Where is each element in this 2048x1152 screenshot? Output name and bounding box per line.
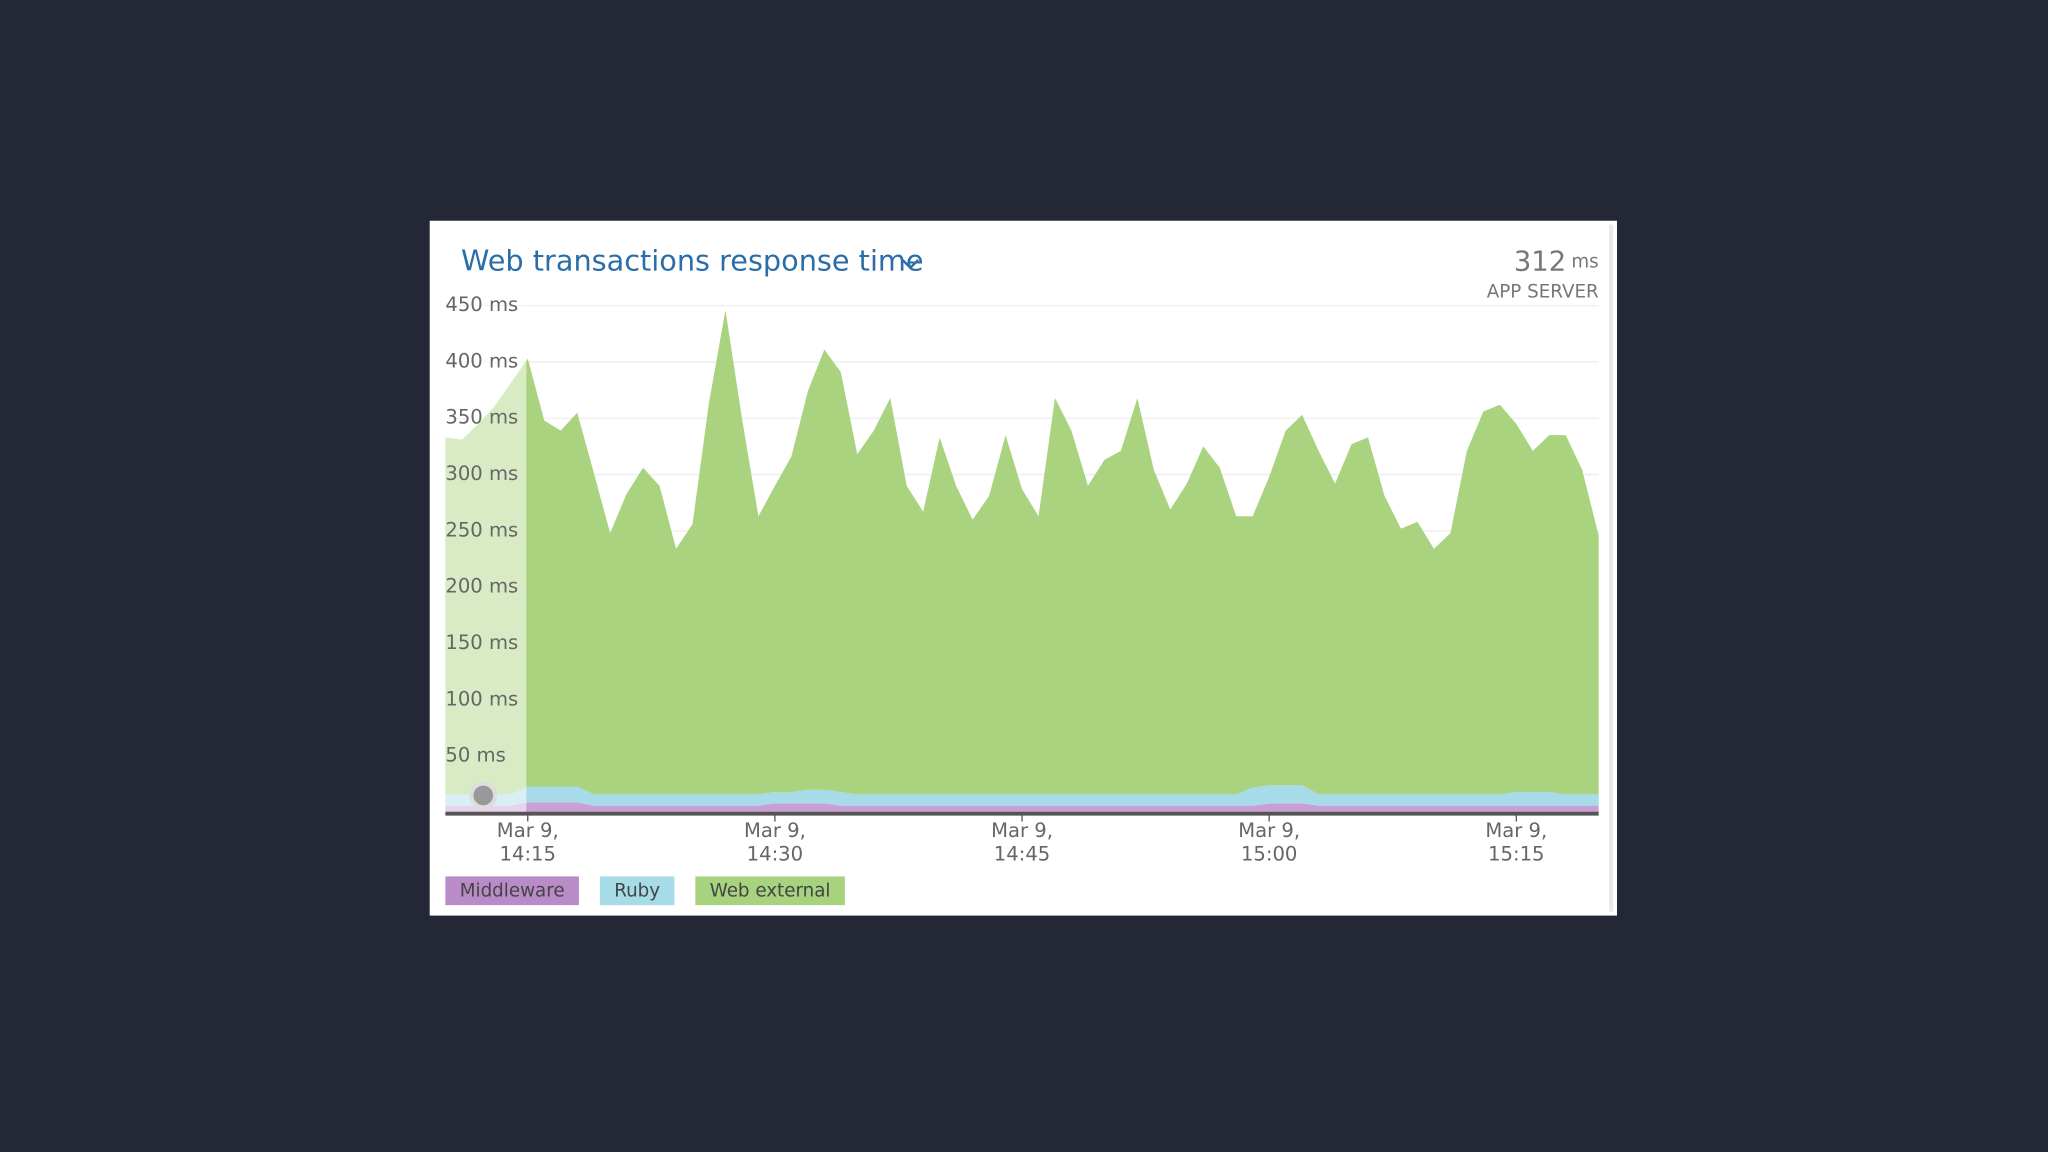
y-tick-label: 450 ms bbox=[445, 293, 518, 316]
y-tick-label: 150 ms bbox=[445, 631, 518, 654]
summary-unit: ms bbox=[1571, 252, 1598, 273]
y-tick-label: 400 ms bbox=[445, 349, 518, 372]
card-edge bbox=[1609, 224, 1614, 912]
y-tick-label: 100 ms bbox=[445, 687, 518, 710]
summary-value: 312 bbox=[1514, 246, 1566, 277]
axis: 50 ms 100 ms 150 ms 200 ms 250 ms 300 ms 350 m… bbox=[445, 293, 1599, 866]
x-tick-label: Mar 9, 14:45 bbox=[991, 818, 1053, 866]
x-tick-label-box: Mar 9, 14:15 bbox=[496, 818, 559, 866]
x-tick-label: Mar 9, 14:15 bbox=[496, 818, 559, 866]
legend-label[interactable]: Web external bbox=[710, 880, 831, 901]
chart-title[interactable]: Web transactions response time bbox=[461, 244, 924, 278]
y-tick-label: 250 ms bbox=[445, 518, 518, 541]
legend-label[interactable]: Ruby bbox=[614, 880, 660, 901]
y-tick-label: 50 ms bbox=[445, 744, 505, 767]
area bbox=[445, 785, 1599, 806]
selection-shade bbox=[445, 305, 527, 813]
summary: 312 ms bbox=[1514, 246, 1599, 277]
y-tick-label: 300 ms bbox=[445, 462, 518, 485]
legend-swatch[interactable] bbox=[445, 876, 579, 906]
dropdown-chevron[interactable] bbox=[901, 259, 920, 270]
summary-label: APP SERVER bbox=[1487, 282, 1599, 303]
x-tick-label-box: Mar 9, 14:30 bbox=[743, 818, 806, 866]
x-tick-label: Mar 9, 15:15 bbox=[1485, 818, 1548, 866]
legend-swatch[interactable] bbox=[695, 876, 845, 906]
area bbox=[445, 310, 1599, 795]
y-tick-label: 200 ms bbox=[445, 575, 518, 598]
x-tick-label: Mar 9, 14:30 bbox=[743, 818, 806, 866]
overlay bbox=[445, 305, 527, 813]
legend: Middleware Ruby Web external bbox=[445, 876, 845, 906]
brush-handle[interactable] bbox=[469, 781, 497, 810]
area bbox=[445, 802, 1599, 813]
y-tick-label: 350 ms bbox=[445, 406, 518, 429]
x-tick-label-box: Mar 9, 15:15 bbox=[1485, 818, 1548, 866]
x-tick-label: Mar 9, 15:00 bbox=[1238, 818, 1301, 866]
x-tick-label-box: Mar 9, 15:00 bbox=[1238, 818, 1301, 866]
plot-areas bbox=[445, 310, 1599, 813]
legend-label[interactable]: Middleware bbox=[460, 880, 565, 901]
x-tick-label-box: Mar 9, 14:45 bbox=[991, 818, 1053, 866]
legend-swatch[interactable] bbox=[599, 876, 675, 906]
